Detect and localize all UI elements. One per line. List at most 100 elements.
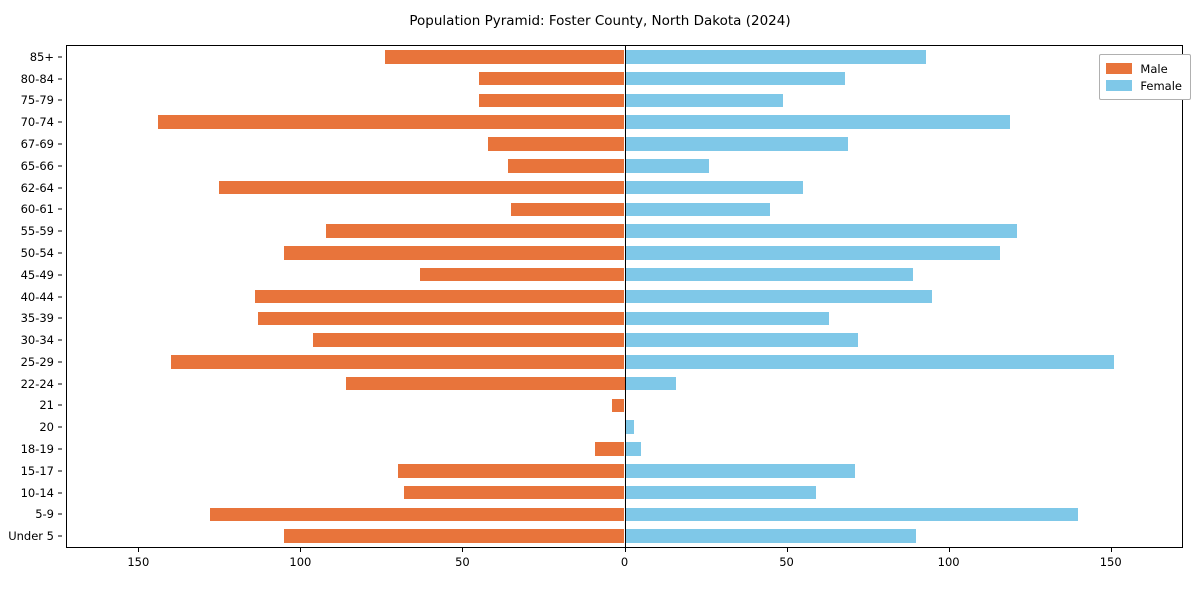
x-axis: 150 100 50 0 50 100 150	[66, 548, 1183, 588]
y-tick-mark	[58, 296, 62, 297]
bar-row	[67, 311, 1182, 326]
bars-container	[67, 46, 1182, 547]
bar-female	[624, 485, 816, 500]
y-axis: 85+ 80-84 75-79 70-74 67-69 65-66 62-64 60-61 55…	[0, 45, 62, 548]
y-tick-label: 15-17	[20, 463, 54, 478]
y-tick-label: 10-14	[20, 485, 54, 500]
bar-female	[624, 202, 771, 217]
bar-row	[67, 529, 1182, 543]
bar-row	[67, 115, 1182, 129]
chart-legend: Male Female	[1099, 54, 1191, 100]
x-tick-mark	[948, 548, 950, 552]
bar-row	[67, 180, 1182, 195]
y-tick-label: 20	[39, 420, 54, 435]
bar-female	[624, 246, 1001, 260]
bar-female	[624, 442, 641, 456]
x-tick-mark	[138, 548, 140, 552]
y-tick-mark	[58, 383, 62, 385]
y-tick-label: 80-84	[20, 71, 54, 86]
y-tick-label: 45-49	[20, 267, 54, 282]
bar-row	[67, 485, 1182, 500]
bar-male	[404, 485, 625, 500]
bar-female	[624, 224, 1017, 238]
y-tick-mark	[58, 535, 62, 537]
bar-row	[67, 93, 1182, 108]
x-tick-label: 50	[455, 555, 470, 569]
bar-male	[478, 71, 625, 86]
bar-male	[511, 202, 625, 217]
y-tick-label: 62-64	[20, 180, 54, 195]
y-tick-mark	[58, 78, 62, 80]
bar-female	[624, 376, 677, 391]
legend-swatch-female-icon	[1106, 80, 1133, 91]
bar-row	[67, 464, 1182, 478]
y-tick-mark	[58, 56, 62, 58]
y-tick-mark	[58, 470, 62, 472]
x-tick-label: 100	[937, 555, 960, 569]
y-tick-mark	[58, 274, 62, 276]
bar-male	[157, 115, 625, 129]
bar-male	[258, 311, 625, 326]
y-tick-label: 25-29	[20, 354, 54, 369]
y-tick-label: 60-61	[20, 202, 54, 217]
bar-female	[624, 333, 858, 347]
x-tick-mark	[462, 548, 464, 552]
legend-label: Female	[1140, 78, 1182, 93]
bar-female	[624, 137, 849, 151]
bar-male	[345, 376, 625, 391]
bar-male	[170, 355, 625, 369]
x-tick-label: 0	[620, 555, 629, 569]
bar-row	[67, 246, 1182, 260]
bar-row	[67, 507, 1182, 522]
zero-axis-line	[624, 46, 626, 547]
bar-row	[67, 289, 1182, 304]
bar-row	[67, 376, 1182, 391]
bar-female	[624, 267, 913, 282]
chart-title: Population Pyramid: Foster County, North…	[409, 13, 791, 29]
bar-female	[624, 311, 829, 326]
bar-female	[624, 159, 709, 173]
bar-male	[384, 50, 625, 64]
x-tick-label: 100	[289, 555, 312, 569]
y-tick-mark	[58, 187, 62, 189]
x-tick-mark	[786, 548, 788, 552]
legend-label: Male	[1140, 61, 1168, 76]
y-tick-label: 22-24	[20, 376, 54, 391]
y-tick-label: 65-66	[20, 158, 54, 173]
y-tick-mark	[58, 165, 62, 167]
y-tick-mark	[58, 252, 62, 254]
y-tick-label: 30-34	[20, 333, 54, 348]
y-tick-mark	[58, 448, 62, 450]
bar-row	[67, 71, 1182, 86]
bar-row	[67, 137, 1182, 151]
bar-row	[67, 355, 1182, 369]
y-tick-label: 18-19	[20, 441, 54, 456]
x-tick-label: 150	[1099, 555, 1122, 569]
bar-row	[67, 50, 1182, 64]
bar-male	[209, 507, 625, 522]
plot-area	[66, 45, 1183, 548]
bar-male	[313, 333, 625, 347]
y-tick-label: 35-39	[20, 311, 54, 326]
bar-row	[67, 159, 1182, 173]
bar-female	[624, 507, 1079, 522]
bar-row	[67, 224, 1182, 238]
bar-row	[67, 420, 1182, 434]
x-tick-mark	[624, 548, 626, 552]
bar-female	[624, 464, 855, 478]
y-tick-mark	[58, 99, 62, 101]
bar-female	[624, 115, 1011, 129]
bar-row	[67, 202, 1182, 217]
bar-row	[67, 398, 1182, 413]
y-tick-mark	[58, 492, 62, 494]
legend-item-female: Female	[1106, 77, 1182, 94]
y-tick-mark	[58, 317, 62, 319]
bar-row	[67, 333, 1182, 347]
y-tick-label: 21	[39, 398, 54, 413]
bar-row	[67, 267, 1182, 282]
y-tick-label: 5-9	[35, 507, 54, 522]
y-tick-mark	[58, 426, 62, 428]
legend-item-male: Male	[1106, 60, 1182, 77]
y-tick-label: Under 5	[8, 529, 54, 544]
